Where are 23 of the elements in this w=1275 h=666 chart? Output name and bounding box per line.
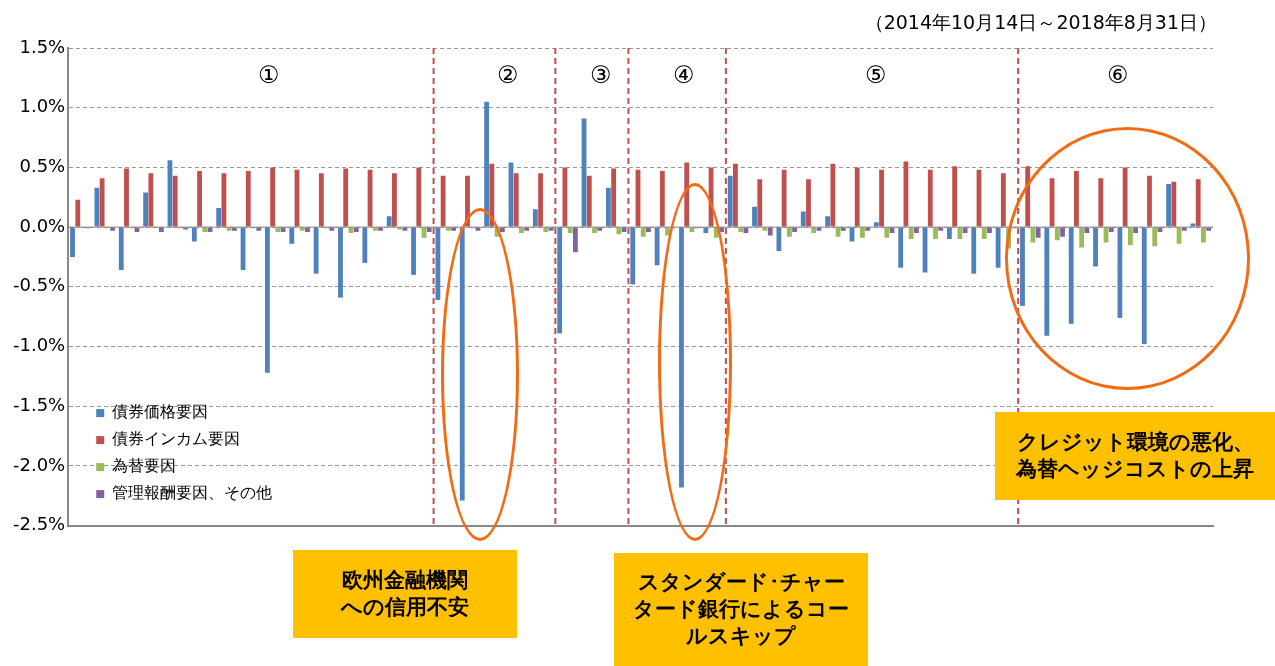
text: 欧州金融機関への信用不安 xyxy=(339,566,470,621)
y-tick-label: 0.5% xyxy=(19,155,66,177)
text: （2014年10月14日～2018年8月31日） xyxy=(864,10,1217,35)
y-tick-label: -0.5% xyxy=(12,274,66,296)
legend-label: 為替要因 xyxy=(112,456,177,476)
y-tick-label: 0.0% xyxy=(19,214,66,236)
y-tick-label: 1.5% xyxy=(19,35,66,57)
legend-label: 管理報酬要因、その他 xyxy=(112,483,273,503)
legend-label: 債券インカム要因 xyxy=(112,429,241,449)
y-tick-label: -1.5% xyxy=(12,393,66,415)
annotation: ③ xyxy=(590,60,612,91)
text: スタンダード･チャータード銀行によるコールスキップ xyxy=(632,568,850,651)
annotation: ② xyxy=(497,60,519,91)
annotation: ⑤ xyxy=(865,60,887,91)
y-tick-label: -2.5% xyxy=(12,513,66,535)
y-tick-label: -1.0% xyxy=(12,334,66,356)
annotation: ⑥ xyxy=(1107,60,1129,91)
y-tick-label: -2.0% xyxy=(12,453,66,475)
annotation: ④ xyxy=(673,60,695,91)
annotation: クレジット環境の悪化、為替ヘッジコストの上昇 xyxy=(1015,428,1255,483)
annotation: ① xyxy=(258,60,280,91)
y-tick-label: 1.0% xyxy=(19,95,66,117)
legend-label: 債券価格要因 xyxy=(112,402,209,422)
